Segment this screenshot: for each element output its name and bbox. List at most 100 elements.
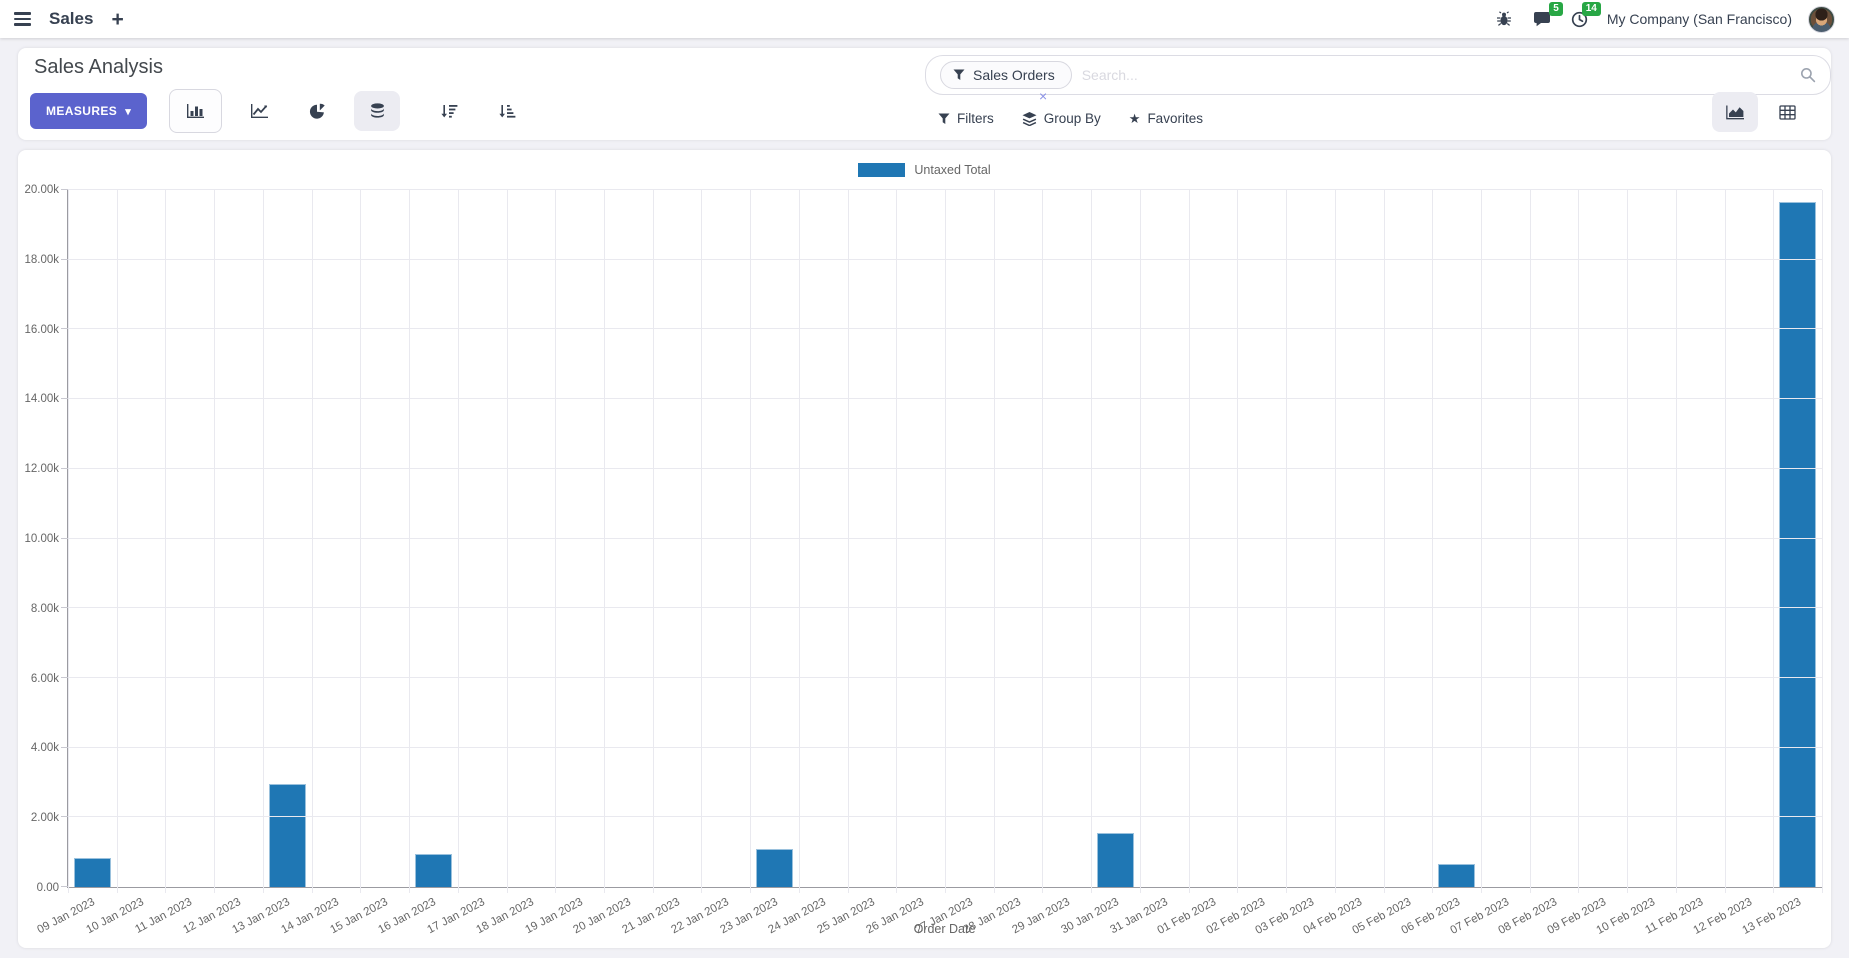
bar-cell [1237,190,1286,887]
sort-ascending-button[interactable] [486,91,528,131]
page-title: Sales Analysis [34,56,163,78]
measures-label: MEASURES [46,104,118,118]
bar-cell [799,190,848,887]
filters-label: Filters [957,111,994,126]
bar[interactable] [1437,864,1475,887]
activities-clock-icon[interactable]: 14 [1569,2,1601,29]
filter-funnel-icon [953,69,965,80]
y-tick-label: 16.00k [24,323,59,336]
favorites-button[interactable]: ★ Favorites [1129,111,1203,126]
company-switcher[interactable]: My Company (San Francisco) [1606,11,1792,27]
search-input[interactable] [1081,67,1790,83]
bar-cell [409,190,458,887]
bar[interactable] [414,853,452,887]
bar-cell [848,190,897,887]
chart-panel: Untaxed Total 0.00 2.00k 4.00k 6.00k 8.00k 10… [18,150,1831,948]
bar-cell [1189,190,1238,887]
bar-cell [360,190,409,887]
pivot-table-icon [1778,104,1796,120]
bar-cell [1530,190,1579,887]
bar-cell [1481,190,1530,887]
messages-icon[interactable]: 5 [1531,2,1563,29]
group-by-button[interactable]: Group By [1022,111,1101,126]
filter-funnel-icon [938,113,950,124]
bar-cell [1724,190,1773,887]
search-icon[interactable] [1800,67,1816,83]
chart-legend: Untaxed Total [18,163,1831,177]
bar-cell [1335,190,1384,887]
activities-badge: 14 [1581,2,1601,16]
bar-cell [1091,190,1140,887]
chevron-down-icon: ▾ [125,105,132,118]
bar-cell [750,190,799,887]
group-by-label: Group By [1043,111,1101,126]
bar-cell [1286,190,1335,887]
stacked-toggle-button[interactable] [354,91,401,131]
bar-cell [263,190,312,887]
y-tick-label: 6.00k [30,672,59,685]
layers-icon [1022,111,1037,126]
bar-cell [1432,190,1481,887]
bar-cell [1676,190,1725,887]
measures-button[interactable]: MEASURES ▾ [30,93,148,129]
bar-cell [1578,190,1627,887]
sort-descending-button[interactable] [428,91,470,131]
facet-remove-button[interactable]: × [1039,88,1048,104]
x-axis-title: Order Date [913,922,976,936]
bar-cell [458,190,507,887]
star-icon: ★ [1128,111,1141,126]
bar-cell [1140,190,1189,887]
view-switch-graph-button[interactable] [1712,92,1758,132]
filters-button[interactable]: Filters [938,111,994,126]
bar[interactable] [1096,832,1134,887]
bar-cell [1627,190,1676,887]
bar[interactable] [1779,202,1817,887]
bars-row [68,190,1822,887]
facet-label: Sales Orders [973,67,1055,83]
area-chart-icon [1725,105,1744,119]
y-tick-label: 2.00k [30,812,59,825]
debug-bug-icon[interactable] [1493,9,1515,29]
y-tick-label: 20.00k [24,184,59,196]
user-avatar[interactable] [1808,5,1835,33]
bar-cell [1383,190,1432,887]
view-switch-pivot-button[interactable] [1766,92,1808,132]
y-axis-labels: 0.00 2.00k 4.00k 6.00k 8.00k 10.00k 12.00k 14.0… [18,184,59,894]
bar[interactable] [755,849,793,887]
bar-cell [555,190,604,887]
bar-cell [1773,190,1822,887]
bar[interactable] [73,858,111,887]
new-tab-plus-button[interactable]: + [111,7,124,31]
search-facet-sales-orders[interactable]: Sales Orders [940,61,1072,89]
bar-cell [117,190,166,887]
bar-cell [994,190,1043,887]
favorites-label: Favorites [1147,111,1203,126]
hamburger-menu-icon[interactable] [14,12,31,26]
messages-badge: 5 [1549,2,1563,16]
navbar: Sales + 5 14 My Company (San Francisco) [0,0,1849,38]
legend-item-untaxed-total[interactable]: Untaxed Total [858,163,991,177]
legend-swatch [858,163,906,177]
y-tick-label: 14.00k [24,393,59,406]
app-menu-sales[interactable]: Sales [49,9,94,28]
legend-label: Untaxed Total [914,163,991,177]
bar-cell [701,190,750,887]
bar[interactable] [268,784,306,887]
chart-type-pie-button[interactable] [296,91,338,131]
chart-type-line-button[interactable] [238,91,280,131]
y-tick-label: 4.00k [30,742,59,755]
y-tick-label: 0.00 [36,882,59,894]
bar-cell [214,190,263,887]
search-bar[interactable]: Sales Orders × [925,55,1831,103]
bar-cell [653,190,702,887]
bar-cell [506,190,555,887]
y-tick-label: 10.00k [24,533,59,545]
chart-type-bar-button[interactable] [169,89,223,133]
bar-cell [165,190,214,887]
bar-cell [1042,190,1091,887]
bar-cell [604,190,653,887]
y-tick-label: 12.00k [24,463,59,476]
control-panel: Sales Analysis MEASURES ▾ [18,48,1831,140]
bar-cell [896,190,945,887]
bar-cell [312,190,361,887]
